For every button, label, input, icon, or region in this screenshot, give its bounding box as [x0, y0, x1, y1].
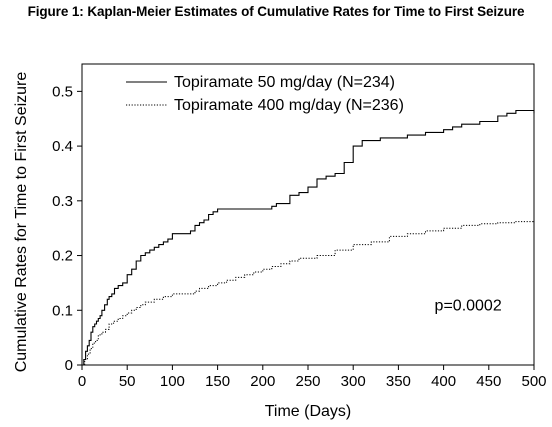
y-tick-label: 0.2 [52, 248, 73, 265]
y-tick-label: 0.4 [52, 138, 73, 155]
x-tick-label: 250 [295, 373, 320, 390]
x-tick-label: 350 [386, 373, 411, 390]
figure-title: Figure 1: Kaplan-Meier Estimates of Cumu… [27, 4, 525, 19]
axes: 0 50 100 150 200 250 300 350 400 450 500 0 0.1 0.2 0.3… [52, 63, 547, 390]
x-tick-label: 500 [521, 373, 546, 390]
y-tick-label: 0 [65, 357, 73, 374]
x-tick-label: 400 [431, 373, 456, 390]
y-axis-label: Cumulative Rates for Time to First Seizu… [13, 72, 30, 373]
p-value-annotation: p=0.0002 [435, 297, 502, 314]
legend-label: Topiramate 400 mg/day (N=236) [174, 97, 404, 114]
series-line-topiramate-50 [82, 109, 535, 366]
x-tick-label: 100 [160, 373, 185, 390]
x-tick-label: 450 [476, 373, 501, 390]
y-tick-label: 0.1 [52, 302, 73, 319]
y-tick-label: 0.3 [52, 193, 73, 210]
series-line-topiramate-400 [82, 221, 535, 366]
x-tick-label: 0 [78, 373, 86, 390]
legend-label: Topiramate 50 mg/day (N=234) [174, 74, 395, 91]
legend: Topiramate 50 mg/day (N=234) Topiramate 4… [126, 74, 404, 114]
annotations: p=0.0002 [435, 297, 502, 314]
x-tick-label: 50 [119, 373, 136, 390]
x-tick-label: 200 [250, 373, 275, 390]
x-tick-label: 150 [205, 373, 230, 390]
y-tick-label: 0.5 [52, 83, 73, 100]
x-axis-label: Time (Days) [265, 403, 352, 420]
x-tick-label: 300 [341, 373, 366, 390]
series-layer [82, 109, 535, 366]
